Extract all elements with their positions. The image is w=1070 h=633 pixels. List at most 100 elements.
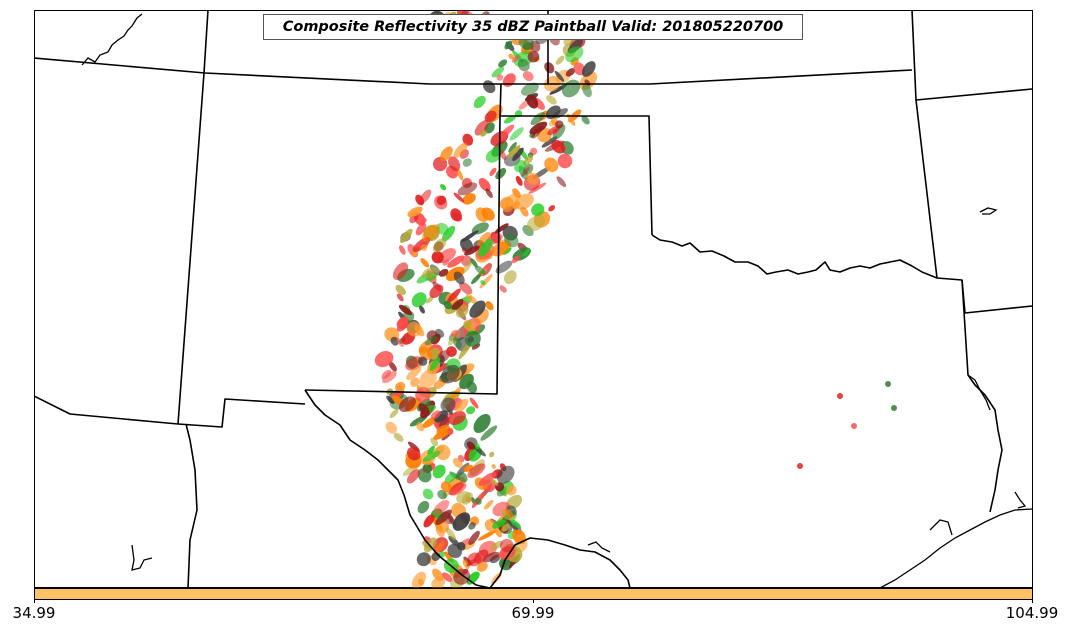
reflectivity-blob	[406, 469, 420, 484]
reflectivity-blob	[439, 146, 453, 161]
reflectivity-blob	[478, 238, 493, 257]
reflectivity-blob	[417, 500, 430, 514]
reflectivity-blob	[885, 381, 891, 387]
reflectivity-blob	[457, 471, 468, 483]
reflectivity-blob	[473, 443, 480, 449]
reflectivity-blob	[501, 523, 510, 532]
reflectivity-blob	[422, 463, 433, 474]
reflectivity-blob	[491, 66, 505, 78]
reflectivity-blob	[506, 519, 519, 531]
reflectivity-blob	[485, 188, 493, 199]
reflectivity-blob	[450, 329, 459, 337]
reflectivity-blob	[546, 95, 557, 105]
reflectivity-blob	[469, 397, 479, 409]
reflectivity-blob	[398, 304, 413, 316]
reflectivity-blob	[474, 549, 489, 564]
reflectivity-blob	[482, 551, 500, 563]
reflectivity-blob	[458, 341, 472, 360]
reflectivity-blob	[461, 492, 473, 505]
colorbar	[34, 588, 1033, 600]
reflectivity-blob	[837, 393, 843, 399]
reflectivity-blob	[511, 55, 520, 63]
reflectivity-blob	[432, 237, 447, 253]
reflectivity-blob	[448, 535, 460, 547]
reflectivity-blob	[468, 530, 480, 545]
reflectivity-blob	[499, 285, 507, 293]
reflectivity-blob	[468, 522, 476, 530]
reflectivity-blob	[506, 484, 517, 496]
reflectivity-blob	[565, 68, 576, 77]
reflectivity-blob	[523, 248, 530, 257]
colorbar-tick-label-max: 104.99	[1005, 604, 1059, 622]
reflectivity-blob	[480, 130, 487, 137]
reflectivity-blob	[527, 50, 540, 63]
reflectivity-blob	[484, 110, 497, 123]
reflectivity-blob	[396, 320, 409, 332]
reflectivity-blob	[467, 463, 486, 478]
reflectivity-blob	[544, 157, 559, 173]
reflectivity-blob	[478, 530, 497, 541]
reflectivity-blob	[496, 74, 504, 81]
reflectivity-blob	[467, 336, 475, 343]
reflectivity-blob	[446, 346, 457, 357]
reflectivity-blob	[389, 409, 399, 418]
reflectivity-blob	[392, 262, 409, 281]
reflectivity-blob	[496, 465, 515, 484]
reflectivity-blob	[395, 284, 406, 296]
reflectivity-blob	[406, 446, 421, 461]
reflectivity-blob	[555, 55, 565, 65]
reflectivity-blob	[398, 396, 416, 413]
reflectivity-blob	[440, 184, 447, 191]
reflectivity-blob	[452, 457, 463, 468]
reflectivity-blob	[474, 120, 489, 136]
reflectivity-blob	[495, 168, 507, 180]
reflectivity-blob	[478, 178, 491, 192]
reflectivity-blob	[429, 357, 441, 371]
reflectivity-blob	[415, 387, 431, 403]
reflectivity-blob	[429, 284, 444, 298]
reflectivity-blob	[518, 38, 532, 50]
reflectivity-blob	[473, 95, 486, 109]
reflectivity-blob	[471, 273, 481, 285]
reflectivity-blob	[433, 540, 445, 556]
reflectivity-blob	[446, 288, 461, 303]
reflectivity-blob	[466, 558, 477, 567]
reflectivity-blob	[509, 127, 524, 141]
reflectivity-blob	[500, 538, 514, 553]
reflectivity-blob	[436, 424, 450, 436]
reflectivity-blob	[490, 540, 503, 551]
reflectivity-blob	[396, 337, 404, 347]
reflectivity-blob	[416, 552, 431, 567]
reflectivity-blob	[441, 225, 456, 242]
reflectivity-blob	[455, 398, 469, 413]
reflectivity-blob	[480, 280, 486, 286]
reflectivity-blob	[420, 258, 430, 268]
reflectivity-blob	[555, 120, 564, 129]
reflectivity-blob	[439, 268, 449, 277]
reflectivity-blob	[422, 417, 437, 428]
reflectivity-blob	[503, 270, 517, 284]
reflectivity-blob	[443, 301, 452, 310]
colorbar-tick-label-min: 34.99	[12, 604, 56, 622]
reflectivity-blob	[474, 265, 486, 275]
reflectivity-blob	[450, 483, 467, 496]
reflectivity-blob	[432, 464, 446, 479]
reflectivity-blob	[499, 124, 515, 139]
reflectivity-blob	[448, 156, 461, 171]
reflectivity-blob	[406, 321, 422, 337]
reflectivity-blob	[418, 356, 428, 366]
reflectivity-blob	[503, 115, 516, 124]
reflectivity-blob	[463, 319, 476, 332]
reflectivity-blob	[447, 543, 462, 559]
reflectivity-blob	[478, 472, 497, 486]
reflectivity-blob	[470, 258, 478, 268]
reflectivity-blob	[512, 529, 526, 545]
reflectivity-blob	[582, 83, 592, 98]
reflectivity-blob	[473, 413, 491, 434]
reflectivity-blob	[427, 445, 435, 455]
reflectivity-blob	[526, 215, 546, 232]
reflectivity-blob	[453, 142, 468, 159]
reflectivity-blob	[418, 189, 432, 205]
reflectivity-blob	[406, 366, 422, 380]
reflectivity-blob	[440, 397, 456, 413]
